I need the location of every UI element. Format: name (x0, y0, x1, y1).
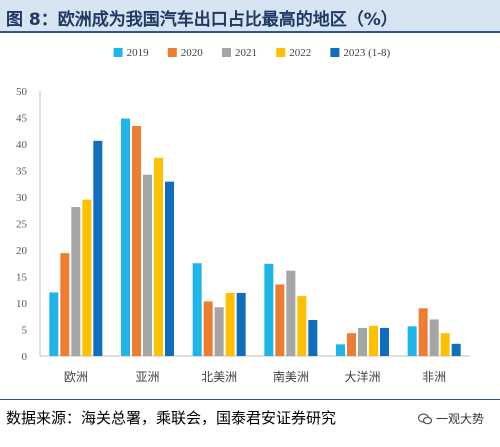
bar-2021-1 (143, 174, 152, 356)
y-tick-label: 5 (22, 325, 28, 337)
bar-2019-1 (121, 118, 130, 356)
bar-2021-3 (286, 270, 296, 356)
bar-chart: 0 5 10 15 20 25 30 35 40 45 50 欧洲 亚洲 北美洲 南美洲 大洋洲 非洲 2019 2… (16, 47, 470, 384)
legend-swatch (276, 48, 286, 57)
data-source: 数据来源：海关总署，乘联会，国泰君安证券研究 (6, 409, 337, 427)
bar-2019-4 (336, 344, 345, 356)
bar-2021-0 (71, 207, 81, 356)
bar-2020-3 (275, 284, 285, 356)
bar-2020-1 (132, 125, 141, 356)
legend-label: 2022 (289, 47, 311, 59)
bar-2019-3 (264, 263, 274, 356)
wechat-icon (418, 412, 432, 424)
y-tick-label: 15 (16, 272, 28, 284)
bar-2022-2 (225, 292, 235, 356)
x-category-label: 北美洲 (201, 370, 237, 384)
bar-2021-2 (214, 307, 224, 356)
bar-2019-2 (192, 263, 202, 356)
bar-2022-1 (154, 157, 163, 356)
watermark: 一观大势 (418, 410, 484, 427)
bar-2023-0 (93, 140, 103, 356)
legend-label: 2023 (1-8) (343, 47, 390, 59)
legend-label: 2020 (181, 47, 204, 59)
bar-2022-4 (369, 325, 378, 356)
legend-label: 2019 (127, 47, 150, 59)
y-tick-label: 45 (16, 113, 28, 125)
x-category-label: 大洋洲 (344, 369, 380, 384)
bar-2020-4 (347, 333, 356, 356)
bar-2021-5 (429, 319, 439, 356)
bar-2023-5 (451, 343, 461, 356)
y-tick-label: 30 (16, 192, 28, 204)
y-tick-label: 40 (16, 139, 28, 151)
watermark-text: 一观大势 (436, 412, 485, 426)
legend-label: 2021 (235, 47, 257, 59)
footer-divider (0, 399, 500, 400)
x-category-label: 欧洲 (64, 370, 88, 384)
bar-2023-4 (380, 327, 389, 356)
y-tick-label: 25 (16, 219, 28, 231)
title-divider (0, 31, 500, 33)
bar-2023-3 (308, 319, 318, 356)
x-category-label: 南美洲 (273, 369, 309, 384)
bar-2019-5 (407, 326, 417, 356)
bar-2020-0 (60, 253, 70, 356)
y-tick-label: 0 (22, 351, 28, 363)
bar-2023-2 (236, 292, 246, 356)
y-tick-label: 35 (16, 166, 28, 178)
y-tick-label: 50 (16, 86, 28, 98)
bar-2022-3 (297, 296, 307, 356)
legend-swatch (113, 48, 123, 57)
bar-2022-5 (440, 333, 450, 356)
bar-2021-4 (358, 327, 367, 356)
legend-swatch (330, 48, 340, 57)
title-bar: 图 8：欧洲成为我国汽车出口占比最高的地区（%） (0, 0, 500, 31)
x-category-label: 亚洲 (135, 370, 159, 384)
legend-swatch (167, 48, 177, 57)
bar-2023-1 (165, 181, 174, 356)
bar-2022-0 (82, 199, 92, 356)
bar-2020-2 (203, 301, 213, 356)
x-category-label: 非洲 (422, 370, 446, 384)
y-tick-label: 10 (16, 298, 28, 310)
y-tick-label: 20 (16, 245, 28, 257)
bar-2019-0 (49, 292, 59, 356)
legend-swatch (222, 48, 231, 57)
figure-title: 图 8：欧洲成为我国汽车出口占比最高的地区（%） (6, 10, 398, 30)
bar-2020-5 (418, 308, 428, 356)
